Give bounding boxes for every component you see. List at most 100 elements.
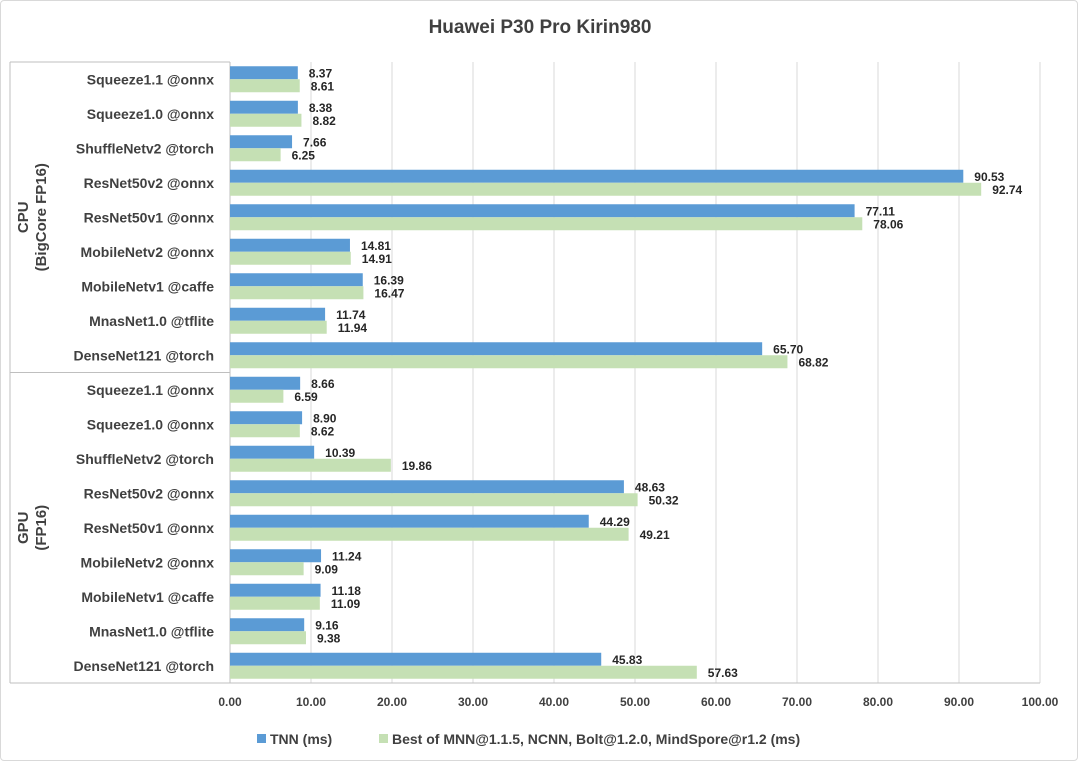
bar-tnn	[230, 411, 303, 425]
data-label-best: 50.32	[649, 493, 679, 507]
data-label-best: 68.82	[798, 355, 828, 369]
data-label-best: 8.61	[311, 79, 335, 93]
data-label-best: 9.38	[317, 631, 341, 645]
category-label: MobileNetv2 @onnx	[81, 554, 215, 570]
bar-best	[230, 631, 306, 645]
data-label-tnn: 10.39	[325, 446, 355, 460]
bar-best	[230, 355, 788, 369]
bar-tnn	[230, 480, 624, 494]
x-tick-label: 30.00	[458, 695, 488, 709]
category-label: MobileNetv2 @onnx	[81, 244, 215, 260]
legend-label-best: Best of MNN@1.1.5, NCNN, Bolt@1.2.0, Min…	[392, 731, 800, 747]
group-label: GPU(FP16)	[15, 505, 50, 551]
data-label-tnn: 14.81	[361, 239, 391, 253]
data-label-tnn: 8.66	[311, 377, 335, 391]
x-tick-label: 20.00	[377, 695, 407, 709]
data-label-best: 8.82	[312, 114, 336, 128]
data-label-tnn: 44.29	[600, 515, 630, 529]
bar-tnn	[230, 342, 763, 356]
x-tick-label: 80.00	[863, 695, 893, 709]
bar-best	[230, 527, 629, 541]
group-label: CPU(BigCore FP16)	[15, 163, 50, 271]
data-label-best: 78.06	[873, 217, 903, 231]
category-label: DenseNet121 @torch	[74, 347, 214, 363]
category-label: Squeeze1.0 @onnx	[87, 416, 214, 432]
x-tick-label: 70.00	[782, 695, 812, 709]
data-label-best: 14.91	[362, 252, 392, 266]
data-label-best: 19.86	[402, 459, 432, 473]
bar-tnn	[230, 238, 350, 252]
data-label-best: 57.63	[708, 666, 738, 680]
data-label-tnn: 48.63	[635, 480, 665, 494]
bar-tnn	[230, 514, 589, 528]
category-label: MnasNet1.0 @tflite	[89, 623, 214, 639]
legend-label-tnn: TNN (ms)	[270, 731, 332, 747]
data-label-best: 6.25	[292, 148, 316, 162]
labels: 0.00 10.00 20.00 30.00 40.00 50.00 60.00 70.00 8…	[15, 66, 1059, 709]
bars	[230, 66, 982, 679]
x-tick-label: 100.00	[1022, 695, 1059, 709]
bar-tnn	[230, 549, 322, 563]
bar-tnn	[230, 100, 298, 114]
data-label-tnn: 16.39	[374, 273, 404, 287]
bar-tnn	[230, 376, 301, 390]
data-label-tnn: 9.16	[315, 618, 339, 632]
group-label-line1: CPU	[15, 201, 32, 233]
data-label-best: 11.09	[331, 597, 361, 611]
category-label: ResNet50v2 @onnx	[84, 485, 215, 501]
data-label-tnn: 8.38	[309, 101, 333, 115]
legend-swatch-best	[379, 734, 388, 743]
x-tick-label: 10.00	[296, 695, 326, 709]
bar-tnn	[230, 583, 321, 597]
category-label: Squeeze1.0 @onnx	[87, 106, 214, 122]
category-label: ResNet50v2 @onnx	[84, 175, 215, 191]
bar-tnn	[230, 204, 855, 218]
bar-tnn	[230, 445, 315, 459]
category-label: Squeeze1.1 @onnx	[87, 71, 214, 87]
x-tick-label: 90.00	[944, 695, 974, 709]
category-label: Squeeze1.1 @onnx	[87, 382, 214, 398]
bar-best	[230, 113, 302, 127]
legend-swatch-tnn	[257, 734, 266, 743]
bar-tnn	[230, 273, 363, 287]
data-label-tnn: 11.74	[336, 308, 366, 322]
data-label-tnn: 11.18	[332, 584, 362, 598]
bar-best	[230, 251, 351, 265]
bar-tnn	[230, 169, 964, 183]
bar-best	[230, 182, 982, 196]
data-label-best: 11.94	[338, 321, 368, 335]
bar-best	[230, 458, 391, 472]
data-label-tnn: 45.83	[612, 653, 642, 667]
data-label-best: 8.62	[311, 424, 335, 438]
chart-title: Huawei P30 Pro Kirin980	[429, 17, 652, 38]
bar-tnn	[230, 135, 293, 149]
x-tick-label: 50.00	[620, 695, 650, 709]
data-label-tnn: 8.37	[309, 66, 333, 80]
data-label-tnn: 65.70	[773, 342, 803, 356]
bar-best	[230, 424, 300, 438]
data-label-tnn: 8.90	[313, 411, 337, 425]
data-label-best: 6.59	[294, 390, 318, 404]
bar-best	[230, 286, 364, 300]
category-label: MobileNetv1 @caffe	[81, 278, 214, 294]
bar-best	[230, 665, 697, 679]
bar-tnn	[230, 66, 298, 80]
bar-best	[230, 596, 320, 610]
group-label-line2: (FP16)	[33, 505, 50, 551]
data-label-tnn: 77.11	[866, 204, 896, 218]
data-label-best: 9.09	[315, 562, 339, 576]
bar-best	[230, 217, 863, 231]
category-label: ShuffleNetv2 @torch	[76, 140, 214, 156]
data-label-best: 49.21	[640, 528, 670, 542]
category-label: DenseNet121 @torch	[74, 658, 214, 674]
data-label-tnn: 7.66	[303, 135, 327, 149]
legend: TNN (ms) Best of MNN@1.1.5, NCNN, Bolt@1…	[257, 731, 800, 747]
bar-best	[230, 79, 300, 93]
category-label: MnasNet1.0 @tflite	[89, 313, 214, 329]
category-label: ShuffleNetv2 @torch	[76, 451, 214, 467]
group-label-line2: (BigCore FP16)	[33, 163, 50, 271]
bar-best	[230, 320, 327, 334]
data-label-best: 16.47	[374, 286, 404, 300]
